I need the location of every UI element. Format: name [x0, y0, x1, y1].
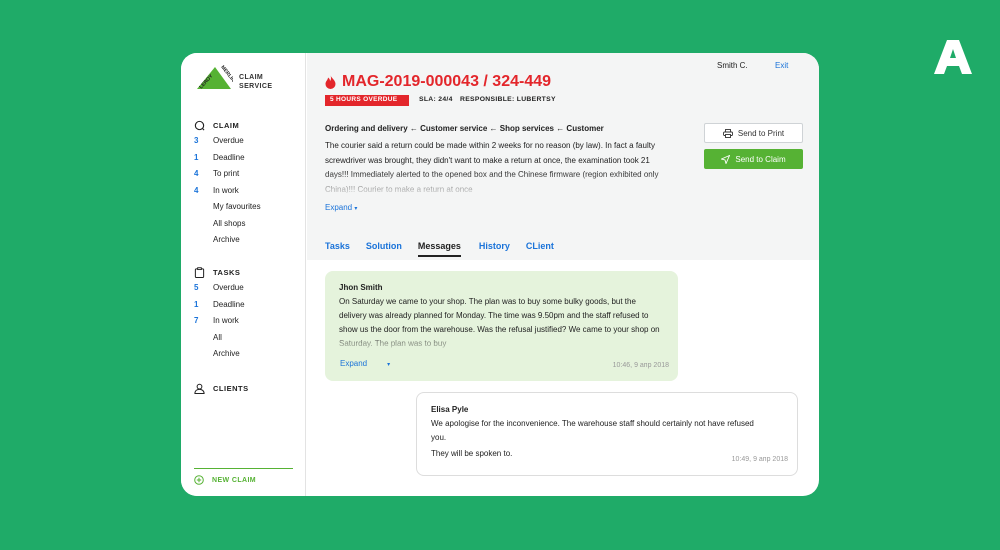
item-count: [194, 219, 213, 228]
item-label: Archive: [213, 349, 240, 358]
sidebar-item-claim[interactable]: All shops: [194, 219, 245, 228]
sidebar-item-tasks[interactable]: 7 In work: [194, 316, 239, 325]
item-count: 1: [194, 299, 199, 309]
message-card: Jhon Smith On Saturday we came to your s…: [325, 271, 678, 381]
user-name: Smith C.: [717, 61, 748, 70]
tabs: Tasks Solution Messages History CLient: [325, 241, 570, 257]
claim-description: The courier said a return could be made …: [325, 141, 659, 193]
sla: SLA: 24/4: [419, 96, 453, 103]
item-label: Archive: [213, 235, 240, 244]
message-author: Jhon Smith: [339, 283, 383, 292]
item-count: [194, 333, 213, 342]
sidebar-item-claim[interactable]: 4 In work: [194, 186, 239, 195]
printer-icon: [722, 128, 733, 138]
sidebar-item-claim[interactable]: Archive: [194, 235, 240, 244]
item-label: In work: [213, 316, 239, 325]
sidebar-section-claim[interactable]: CLAIM: [194, 120, 239, 131]
item-label: Overdue: [213, 136, 244, 145]
item-count: 4: [194, 169, 199, 178]
send-icon: [721, 154, 731, 164]
send-to-print-button[interactable]: Send to Print: [704, 123, 803, 143]
clipboard-icon: [194, 267, 205, 278]
sidebar-item-claim[interactable]: 1 Deadline: [194, 153, 245, 162]
item-label: In work: [213, 185, 239, 195]
brand-logo: [934, 40, 972, 74]
send-to-claim-button[interactable]: Send to Claim: [704, 149, 803, 169]
app-window: LEROY MERLIN CLAIM SERVICE CLAIM 3 Overdue 1…: [181, 53, 819, 496]
sidebar-item-tasks[interactable]: All: [194, 333, 222, 342]
item-label: My favourites: [213, 202, 261, 211]
tab-solution[interactable]: Solution: [365, 241, 402, 251]
item-count: [194, 235, 213, 244]
message-text: They will be spoken to.: [431, 449, 513, 458]
item-count: [194, 349, 213, 358]
item-count: [194, 202, 213, 211]
main-panel: Smith C. Exit MAG-2019-000043 / 324-449 …: [307, 53, 819, 496]
responsible: RESPONSIBLE: LUBERTSY: [460, 96, 556, 103]
fire-icon: [325, 75, 336, 89]
claim-title: MAG-2019-000043 / 324-449: [325, 73, 551, 91]
message-text: We apologise for the inconvenience. The …: [431, 419, 754, 442]
item-count: 1: [194, 152, 199, 162]
service-name: CLAIM SERVICE: [239, 74, 273, 90]
item-count: 7: [194, 316, 199, 325]
claim-header: Smith C. Exit MAG-2019-000043 / 324-449 …: [307, 53, 819, 260]
item-label: To print: [213, 169, 240, 178]
sidebar-item-tasks[interactable]: 1 Deadline: [194, 300, 245, 309]
search-icon: [194, 120, 205, 131]
user-icon: [194, 383, 205, 394]
message-card: Elisa Pyle We apologise for the inconven…: [416, 392, 798, 476]
item-label: All shops: [213, 218, 246, 228]
message-author: Elisa Pyle: [431, 405, 469, 414]
item-label: Overdue: [213, 283, 244, 292]
item-count: 4: [194, 185, 199, 195]
sidebar-item-tasks[interactable]: Archive: [194, 349, 240, 358]
sidebar-section-tasks[interactable]: TASKS: [194, 267, 240, 278]
tab-tasks[interactable]: Tasks: [325, 241, 350, 251]
item-label: Deadline: [213, 152, 245, 162]
new-claim-button[interactable]: NEW CLAIM: [194, 468, 293, 485]
plus-circle-icon: [194, 475, 204, 485]
exit-link[interactable]: Exit: [775, 61, 789, 70]
leroy-merlin-logo: LEROY MERLIN: [197, 64, 233, 90]
item-count: 3: [194, 136, 199, 145]
sidebar-item-claim[interactable]: 4 To print: [194, 169, 239, 178]
sidebar-item-claim[interactable]: 3 Overdue: [194, 136, 244, 145]
chevron-down-icon: ▾: [354, 206, 358, 212]
chevron-down-icon: ▾: [387, 362, 391, 368]
message-time: 10:49, 9 апр 2018: [731, 456, 788, 463]
expand-message[interactable]: Expand ▾: [340, 359, 391, 368]
sidebar-section-clients[interactable]: CLIENTS: [194, 383, 249, 394]
item-count: 5: [194, 283, 199, 292]
sidebar-item-claim[interactable]: My favourites: [194, 202, 261, 211]
item-label: All: [213, 332, 222, 342]
item-label: Deadline: [213, 299, 245, 309]
message-text: On Saturday we came to your shop. The pl…: [339, 297, 660, 348]
tab-messages[interactable]: Messages: [417, 241, 461, 257]
message-time: 10:46, 9 апр 2018: [612, 362, 669, 369]
breadcrumb: Ordering and delivery ← Customer service…: [325, 124, 604, 133]
tab-client[interactable]: CLient: [525, 241, 554, 251]
tab-history[interactable]: History: [478, 241, 510, 251]
expand-description[interactable]: Expand ▾: [325, 203, 358, 212]
sidebar: LEROY MERLIN CLAIM SERVICE CLAIM 3 Overdue 1…: [181, 53, 306, 496]
overdue-badge: 5 HOURS OVERDUE: [325, 95, 409, 106]
sidebar-item-tasks[interactable]: 5 Overdue: [194, 283, 244, 292]
